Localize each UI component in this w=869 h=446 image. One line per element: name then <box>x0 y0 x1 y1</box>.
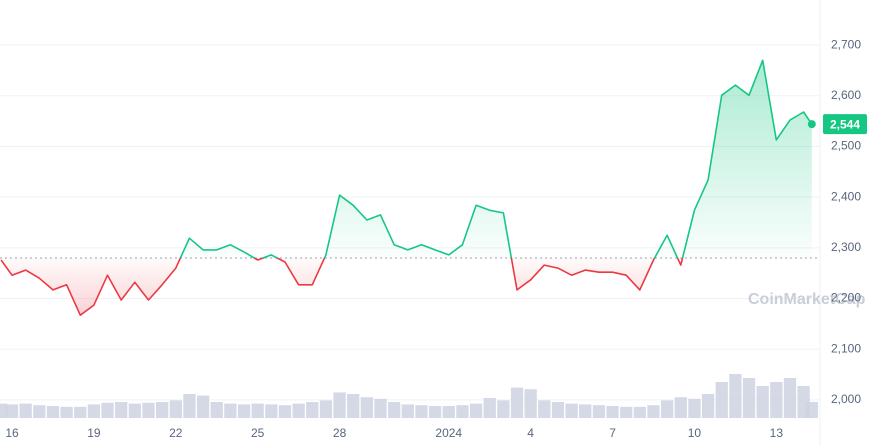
volume-bar <box>620 406 633 418</box>
volume-bar <box>196 395 210 418</box>
volume-bar <box>237 404 251 418</box>
price-tag-label: 2,544 <box>830 117 860 131</box>
volume-bar <box>565 403 578 418</box>
volume-bar <box>497 400 510 418</box>
x-tick-label: 10 <box>688 426 702 440</box>
last-point <box>807 120 816 129</box>
volume-bar <box>715 382 728 418</box>
volume-bar <box>169 400 182 418</box>
volume-bar <box>5 404 19 418</box>
grid <box>0 0 821 446</box>
y-tick-label: 2,100 <box>831 341 861 355</box>
plot <box>0 59 820 316</box>
volume-bar <box>551 402 565 418</box>
volume-bar <box>0 403 8 418</box>
price-area <box>1 60 812 316</box>
volume-bar <box>115 402 128 418</box>
y-tick-label: 2,700 <box>831 37 861 51</box>
x-tick-label: 2024 <box>435 426 462 440</box>
volume-bar <box>292 403 305 418</box>
volume-bar <box>701 394 715 418</box>
volume-bar <box>388 402 401 418</box>
volume-bar <box>210 402 223 418</box>
watermark: CoinMarketCap <box>748 291 866 308</box>
volume-bar <box>510 387 524 418</box>
volume-bar <box>606 406 619 418</box>
volume-bar <box>278 405 292 418</box>
price-line <box>0 59 813 316</box>
volume-bar <box>74 406 87 418</box>
volume-bar <box>265 404 278 418</box>
volume-bar <box>742 378 756 418</box>
x-tick-label: 22 <box>169 426 183 440</box>
volume-bar <box>183 394 196 418</box>
volume-bar <box>770 382 783 418</box>
x-tick-label: 25 <box>251 426 265 440</box>
volume-bar <box>347 394 360 418</box>
volume-bar <box>538 400 551 418</box>
volume-bar <box>87 404 101 418</box>
volume-bar <box>60 406 73 418</box>
volume-bar <box>33 405 46 418</box>
volume-bar <box>660 400 674 418</box>
volume-bar <box>592 405 606 418</box>
x-tick-label: 16 <box>5 426 19 440</box>
y-tick-label: 2,200 <box>831 291 861 305</box>
volume-bar <box>128 403 141 418</box>
volume-bar <box>360 397 374 418</box>
volume-bar <box>783 378 797 418</box>
x-tick-label: 7 <box>609 426 616 440</box>
volume-bar <box>156 402 169 418</box>
volume-bar <box>306 402 319 418</box>
x-tick-label: 13 <box>770 426 784 440</box>
volume-bar <box>442 406 455 418</box>
volume-bar <box>647 405 660 418</box>
volume-bar <box>401 404 414 418</box>
volume-bar <box>579 404 592 418</box>
volume-bar <box>633 406 646 418</box>
volume-bar <box>101 402 114 418</box>
volume-bar <box>251 403 264 418</box>
x-tick-label: 19 <box>87 426 101 440</box>
volume-bar <box>428 406 442 418</box>
volume-bar <box>19 403 32 418</box>
volume-bar <box>524 389 537 418</box>
axes: 2,000 2,100 2,200 2,300 2,400 2,500 2,600 2,700… <box>5 37 867 440</box>
x-tick-label: 4 <box>527 426 534 440</box>
volume-bar <box>674 397 687 418</box>
volume-bar <box>456 405 469 418</box>
volume-bar <box>46 406 60 418</box>
volume-bar <box>729 374 742 418</box>
volume-bar <box>333 392 346 418</box>
volume-bar <box>224 403 237 418</box>
volume-bar <box>805 402 818 418</box>
y-tick-label: 2,300 <box>831 240 861 254</box>
y-tick-label: 2,000 <box>831 392 861 406</box>
volume <box>0 374 818 418</box>
volume-bar <box>319 400 333 418</box>
volume-bar <box>483 398 496 418</box>
volume-bar <box>374 398 387 418</box>
volume-bar <box>688 398 701 418</box>
y-tick-label: 2,500 <box>831 139 861 153</box>
y-tick-label: 2,600 <box>831 88 861 102</box>
x-tick-label: 28 <box>333 426 347 440</box>
volume-bar <box>469 403 483 418</box>
price-tag <box>823 114 867 135</box>
volume-bar <box>756 386 769 418</box>
volume-bar <box>415 405 428 418</box>
volume-bar <box>142 402 155 418</box>
y-tick-label: 2,400 <box>831 189 861 203</box>
